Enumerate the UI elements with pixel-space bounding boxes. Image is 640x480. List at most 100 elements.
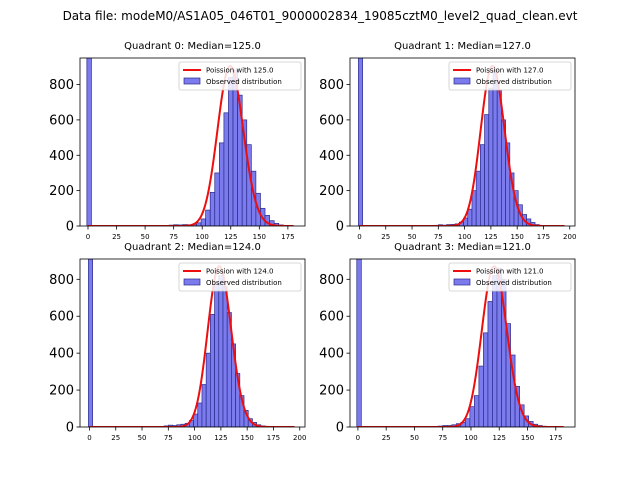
histogram-bar	[228, 77, 234, 226]
histogram-bar	[200, 218, 206, 226]
legend-label-observed: Observed distribution	[206, 279, 282, 287]
legend-label-poisson: Poission with 121.0	[476, 268, 544, 276]
x-tick-label: 125	[484, 233, 497, 241]
x-tick-label: 175	[537, 233, 550, 241]
x-tick-label: 175	[549, 434, 562, 442]
histogram-bar	[205, 209, 211, 226]
x-tick-label: 100	[188, 434, 201, 442]
axes-frame	[349, 258, 576, 428]
poisson-curve	[357, 265, 564, 427]
histogram-bar	[471, 190, 477, 226]
legend-label-poisson: Poission with 124.0	[206, 268, 274, 276]
panel-quadrant-0: Quadrant 0: Median=125.0 0 200 400 600 800 0 25…	[49, 41, 306, 241]
histogram-bar	[218, 275, 224, 427]
y-tick-label: 400	[49, 149, 74, 164]
x-tick-label: 75	[169, 233, 178, 241]
histogram-bar	[475, 170, 481, 226]
histogram-bar	[205, 352, 211, 427]
y-tick-label: 600	[49, 310, 74, 325]
x-tick-label: 200	[293, 434, 306, 442]
histogram-bar	[210, 314, 215, 427]
x-tick-label: 0	[87, 434, 91, 442]
histogram-bar	[222, 286, 228, 427]
histogram-bar	[496, 89, 502, 226]
histogram-bar	[478, 365, 484, 427]
histogram-bar	[467, 208, 473, 226]
y-tick-label: 600	[319, 113, 344, 128]
panel-title: Quadrant 3: Median=121.0	[394, 242, 531, 253]
x-tick-label: 150	[253, 233, 266, 241]
panel-title: Quadrant 2: Median=124.0	[124, 242, 261, 253]
histogram-bar	[474, 395, 480, 427]
legend: Poission with 125.0 Observed distribution	[178, 61, 302, 91]
y-tick-label: 200	[49, 184, 74, 199]
histogram-bar	[88, 259, 93, 427]
histogram-bar	[214, 282, 220, 427]
legend-label-observed: Observed distribution	[476, 279, 552, 287]
poisson-curve	[87, 64, 294, 226]
figure-suptitle: Data file: modeM0/AS1A05_046T01_90000028…	[63, 9, 578, 23]
histogram-bar	[218, 142, 225, 226]
histogram-bar	[484, 114, 490, 226]
x-tick-label: 25	[112, 233, 121, 241]
y-tick-label: 600	[49, 113, 74, 128]
panel-quadrant-3: Quadrant 3: Median=121.0 0 200 400 600 800 0 25…	[319, 242, 576, 442]
histogram-bar	[356, 259, 362, 427]
x-tick-label: 0	[356, 434, 360, 442]
x-tick-label: 50	[138, 434, 147, 442]
y-tick-label: 800	[49, 273, 74, 288]
y-tick-label: 800	[319, 78, 344, 93]
panel-quadrant-2: Quadrant 2: Median=124.0 0 200 400 600 800 0 25…	[49, 242, 306, 442]
legend-label-observed: Observed distribution	[476, 78, 552, 86]
x-tick-label: 100	[458, 233, 471, 241]
histogram-bar	[214, 172, 220, 226]
legend-label-poisson: Poission with 125.0	[206, 67, 274, 75]
legend-label-poisson: Poission with 127.0	[476, 67, 544, 75]
legend: Poission with 124.0 Observed distribution	[178, 262, 302, 292]
y-tick-label: 0	[66, 220, 74, 235]
x-tick-label: 125	[493, 434, 506, 442]
axes-frame	[79, 258, 306, 428]
histogram-bar	[86, 58, 92, 226]
y-tick-label: 0	[336, 421, 344, 436]
y-tick-label: 400	[319, 347, 344, 362]
histogram-bars	[358, 58, 540, 226]
poisson-curve	[89, 265, 295, 427]
legend-bar-swatch	[183, 77, 201, 85]
x-tick-label: 150	[240, 434, 253, 442]
y-tick-label: 800	[319, 273, 344, 288]
histogram-bar	[223, 112, 229, 226]
legend-bar-swatch	[453, 77, 471, 85]
legend-bar-swatch	[453, 278, 471, 286]
y-tick-label: 800	[49, 78, 74, 93]
histogram-bars	[356, 259, 548, 427]
x-tick-label: 75	[164, 434, 173, 442]
legend: Poission with 121.0 Observed distribution	[448, 262, 572, 292]
y-tick-label: 400	[49, 347, 74, 362]
panel-title: Quadrant 1: Median=127.0	[394, 41, 531, 52]
axes-frame	[349, 57, 576, 227]
legend: Poission with 127.0 Observed distribution	[448, 61, 572, 91]
histogram-bar	[196, 222, 202, 226]
y-tick-label: 0	[336, 220, 344, 235]
axes-frame	[79, 57, 306, 227]
histogram-bar	[492, 70, 498, 226]
legend-label-observed: Observed distribution	[206, 78, 282, 86]
x-tick-label: 175	[267, 434, 280, 442]
legend-bar-swatch	[183, 278, 201, 286]
histogram-bar	[464, 418, 471, 427]
legend-box	[178, 61, 302, 91]
x-tick-label: 100	[464, 434, 477, 442]
x-tick-label: 150	[521, 434, 534, 442]
x-tick-label: 175	[281, 233, 294, 241]
x-tick-label: 75	[438, 434, 447, 442]
y-tick-label: 200	[319, 384, 344, 399]
legend-box	[448, 61, 572, 91]
x-tick-label: 0	[86, 233, 90, 241]
histogram-bar	[197, 402, 203, 427]
panel-title: Quadrant 0: Median=125.0	[124, 41, 261, 52]
histogram-bar	[487, 301, 493, 427]
legend-box	[448, 262, 572, 292]
y-tick-label: 0	[66, 421, 74, 436]
